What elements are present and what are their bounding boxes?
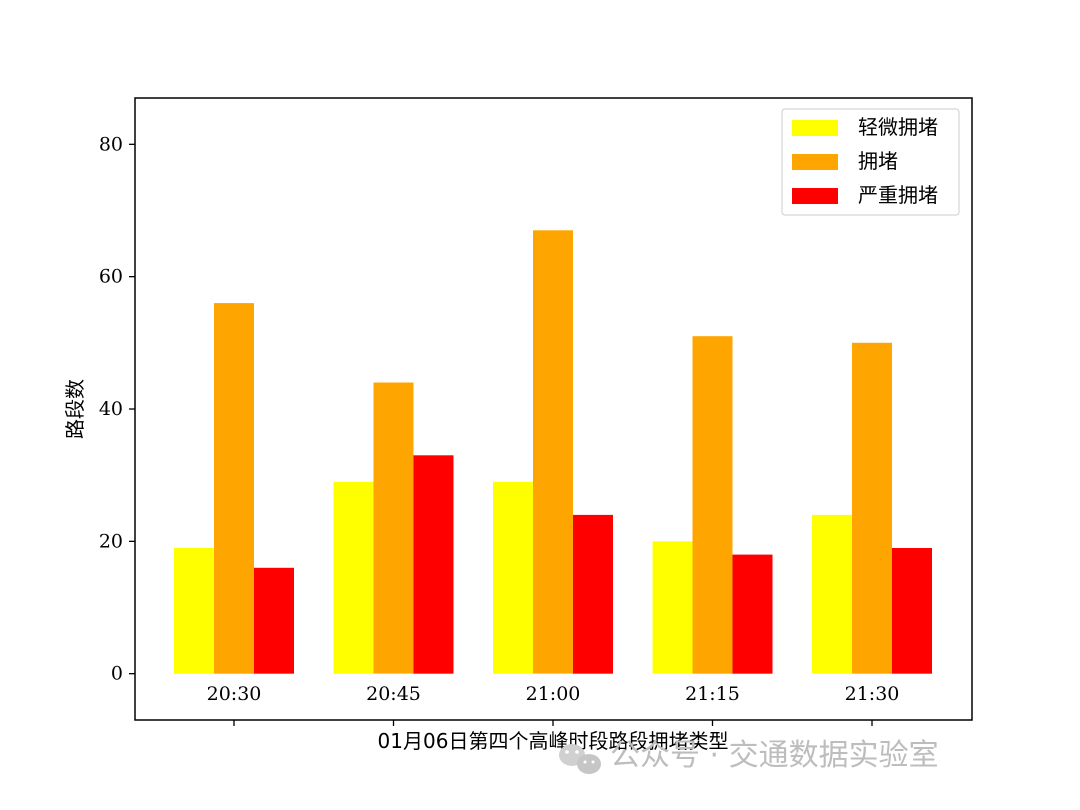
legend-label: 拥堵 — [858, 149, 898, 173]
bar-2100-series-0 — [493, 481, 533, 674]
bars-group — [174, 230, 932, 674]
x-tick-label: 21:00 — [526, 683, 581, 705]
bar-2045-series-0 — [333, 481, 374, 674]
x-tick-label: 21:30 — [845, 683, 900, 705]
y-tick-label: 40 — [99, 398, 123, 420]
legend-swatch — [792, 154, 838, 170]
watermark-text: 公众号 · 交通数据实验室 — [610, 738, 939, 773]
legend-label: 严重拥堵 — [858, 183, 938, 207]
bar-2030-series-1 — [214, 303, 254, 674]
y-tick-label: 60 — [99, 266, 123, 288]
legend-label: 轻微拥堵 — [858, 115, 938, 139]
bar-2100-series-1 — [533, 230, 573, 674]
bar-2115-series-1 — [692, 336, 733, 674]
y-tick-label: 80 — [99, 133, 123, 155]
bar-2045-series-1 — [373, 382, 414, 674]
bar-2030-series-0 — [174, 548, 214, 674]
x-axis-label: 01月06日第四个高峰时段路段拥堵类型 — [378, 729, 729, 753]
y-axis-ticks: 0 20 40 60 80 — [99, 133, 135, 685]
wechat-icon — [559, 744, 601, 774]
y-tick-label: 0 — [111, 663, 123, 685]
y-axis-label: 路段数 — [63, 379, 87, 439]
legend-swatch — [792, 120, 838, 136]
x-axis-ticks: 20:30 20:45 21:00 21:15 21:30 — [207, 683, 900, 726]
bar-2115-series-0 — [652, 541, 693, 674]
bar-2130-series-0 — [812, 514, 852, 674]
bar-2130-series-2 — [892, 548, 932, 674]
x-tick-label: 20:45 — [366, 683, 421, 705]
y-tick-label: 20 — [99, 530, 123, 552]
bar-2100-series-2 — [573, 514, 613, 674]
bar-2045-series-2 — [413, 455, 454, 674]
plot-frame — [134, 97, 973, 721]
bar-2030-series-2 — [254, 567, 294, 674]
x-tick-label: 21:15 — [685, 683, 740, 705]
bar-2115-series-2 — [732, 554, 773, 674]
x-tick-label: 20:30 — [207, 683, 262, 705]
bar-2130-series-1 — [852, 342, 892, 674]
legend-swatch — [792, 188, 838, 204]
watermark: 公众号 · 交通数据实验室 — [559, 738, 939, 774]
